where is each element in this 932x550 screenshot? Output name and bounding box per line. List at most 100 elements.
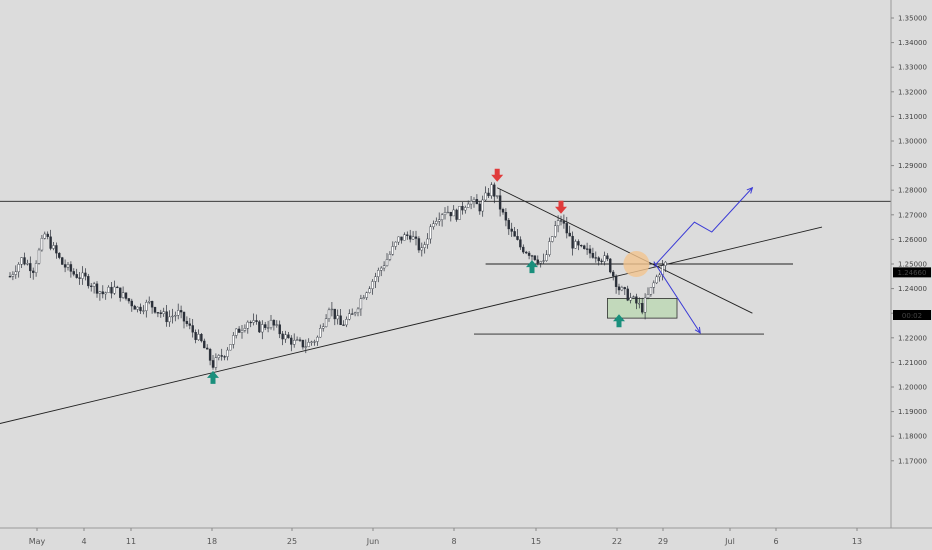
candle — [223, 355, 226, 361]
candle — [284, 330, 287, 343]
candle — [75, 268, 78, 279]
candle — [197, 329, 200, 341]
candle-body — [234, 328, 238, 336]
candle-body — [464, 207, 467, 211]
candle-body — [58, 252, 61, 258]
candle-body — [388, 253, 392, 260]
candle — [487, 187, 490, 199]
candle — [37, 247, 41, 265]
candle-body — [472, 199, 476, 202]
candle-body — [330, 308, 334, 311]
candle-body — [301, 339, 305, 348]
candle — [336, 309, 339, 325]
candle-body — [461, 206, 464, 211]
candle-body — [176, 310, 180, 316]
candle — [121, 286, 125, 299]
candle-body — [554, 225, 557, 237]
time-tick-label: 29 — [658, 537, 668, 546]
candle-body — [345, 319, 348, 326]
candle — [58, 252, 61, 260]
candle — [142, 305, 145, 315]
candle-body — [455, 209, 458, 220]
candle-body — [527, 252, 531, 256]
candle — [87, 273, 90, 289]
candle-body — [643, 297, 647, 313]
price-tick-label: 1.24000 — [898, 285, 927, 293]
candle — [620, 285, 624, 292]
candle — [310, 340, 313, 346]
candle — [348, 309, 351, 321]
candle-body — [513, 231, 516, 237]
candle — [417, 236, 421, 253]
candle-body — [171, 315, 174, 318]
candle-body — [113, 286, 116, 294]
candle-body — [542, 260, 545, 262]
candle-body — [52, 245, 55, 249]
candle-body — [127, 298, 131, 302]
candle — [113, 280, 116, 295]
candle-body — [562, 220, 566, 224]
candle-body — [638, 303, 641, 305]
candle — [664, 261, 667, 272]
candle — [55, 242, 58, 259]
candle — [290, 335, 293, 352]
candle — [179, 305, 183, 319]
candle — [130, 298, 134, 312]
candle-body — [658, 274, 661, 278]
candle-body — [61, 257, 64, 265]
candle — [452, 205, 455, 217]
candle-body — [458, 206, 461, 220]
candle-body — [14, 271, 18, 275]
time-tick-label: Jul — [724, 537, 735, 546]
candle — [490, 182, 493, 199]
time-tick-label: 15 — [531, 537, 541, 546]
candle-body — [353, 312, 357, 315]
candle — [168, 310, 171, 327]
candle — [104, 291, 107, 300]
candle — [548, 237, 551, 257]
candle-body — [211, 360, 215, 368]
candle — [23, 252, 26, 266]
candle — [92, 281, 96, 294]
candle-body — [664, 261, 667, 266]
candle — [145, 299, 148, 318]
candle-body — [310, 341, 313, 343]
candle — [478, 201, 481, 215]
candle-body — [603, 255, 606, 262]
time-axis-panel[interactable] — [0, 528, 932, 550]
price-tick-label: 1.19000 — [898, 408, 927, 416]
candle — [278, 320, 281, 339]
candle-body — [629, 297, 632, 301]
current-price-label: 1.24660 — [898, 269, 927, 277]
candle — [153, 306, 157, 314]
candle-body — [574, 241, 577, 249]
candle-body — [272, 319, 276, 326]
candle — [646, 287, 650, 300]
candle-body — [609, 258, 612, 273]
time-tick-label: 22 — [612, 537, 622, 546]
candle — [388, 251, 392, 262]
candle — [322, 323, 325, 332]
candle — [191, 318, 194, 338]
candle — [525, 250, 528, 255]
projection-arrowhead — [746, 186, 754, 194]
candle-body — [116, 286, 119, 289]
candle — [211, 354, 215, 370]
candle-body — [585, 248, 589, 250]
time-tick-label: May — [29, 537, 46, 546]
candle-body — [121, 292, 125, 298]
candle — [597, 256, 600, 266]
price-axis-panel[interactable] — [891, 0, 932, 528]
candle-body — [223, 356, 226, 358]
candle-body — [69, 264, 73, 272]
candle — [522, 244, 525, 254]
candle — [467, 200, 470, 208]
candle — [409, 229, 412, 243]
candle — [313, 339, 316, 346]
candle — [446, 205, 450, 214]
candle — [658, 272, 661, 282]
candle — [380, 266, 383, 277]
candle-body — [118, 287, 122, 298]
